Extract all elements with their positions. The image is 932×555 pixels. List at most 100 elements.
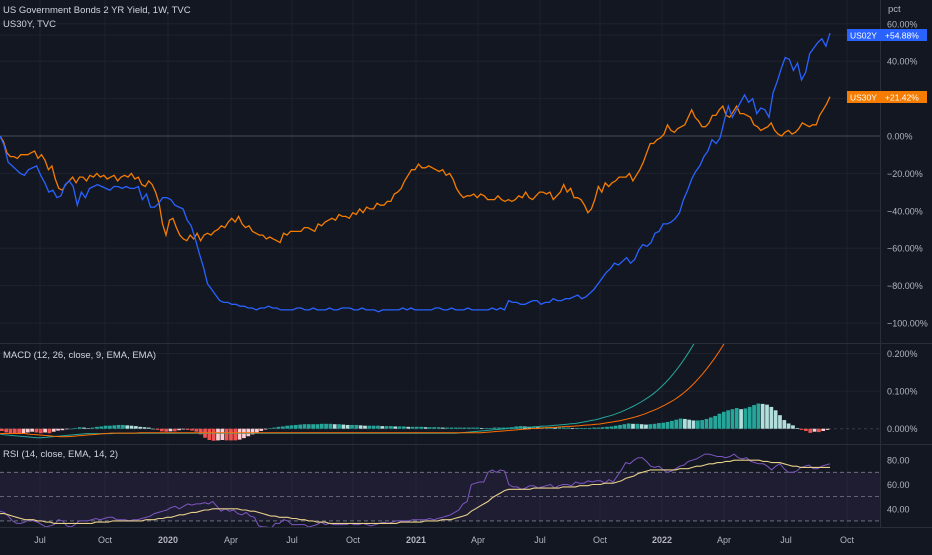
macd-histogram-bar: [492, 427, 497, 429]
macd-histogram-bar: [635, 423, 640, 429]
macd-histogram-bar: [332, 424, 337, 429]
main-pane-grid: [0, 0, 880, 527]
macd-histogram-bar: [159, 428, 164, 432]
macd-histogram-bar: [255, 428, 259, 433]
macd-histogram-bar: [471, 427, 475, 429]
macd-histogram-bar: [4, 428, 9, 433]
macd-histogram-bar: [587, 427, 592, 429]
macd-histogram-bar: [146, 427, 151, 429]
time-tick-label: Apr: [717, 535, 731, 545]
macd-histogram-bar: [51, 428, 56, 432]
us02y-line: [0, 32, 831, 313]
macd-tick-label: 0.100%: [887, 387, 918, 397]
macd-histogram-bar: [791, 425, 795, 429]
macd-histogram-bar: [574, 427, 579, 429]
macd-histogram-bar: [125, 425, 130, 429]
badge-symbol-bg: [847, 29, 881, 41]
macd-histogram-bar: [531, 426, 536, 429]
compare-title: US30Y, TVC: [3, 19, 56, 30]
macd-histogram-bar: [670, 420, 674, 429]
macd-histogram-bar: [570, 427, 575, 429]
macd-histogram-bar: [315, 424, 320, 429]
macd-histogram-bar: [652, 423, 657, 429]
macd-histogram-bar: [129, 425, 134, 429]
macd-histogram-bar: [432, 427, 437, 429]
macd-histogram-bar: [423, 427, 428, 429]
macd-histogram-bar: [220, 428, 225, 440]
badge-symbol: US30Y: [850, 93, 877, 103]
macd-histogram-bar: [25, 428, 30, 433]
macd-histogram-bar: [795, 427, 800, 429]
macd-histogram-bar: [488, 427, 493, 429]
macd-histogram-bar: [77, 427, 82, 429]
price-tick-label: −60.00%: [887, 244, 923, 254]
badge-symbol: US02Y: [850, 31, 877, 41]
macd-histogram-bar: [427, 427, 432, 429]
macd-histogram-bar: [747, 406, 752, 429]
us30y-line: [0, 96, 831, 244]
macd-histogram-bar: [389, 426, 393, 429]
time-tick-label: Oct: [840, 535, 855, 545]
macd-histogram-bar: [639, 424, 644, 429]
macd-histogram-bar: [466, 427, 471, 429]
macd-histogram-bar: [82, 427, 86, 429]
macd-histogram-bar: [363, 425, 367, 429]
macd-histogram-bar: [116, 424, 121, 429]
macd-histogram-bar: [782, 420, 787, 429]
time-tick-label: Jul: [780, 535, 792, 545]
time-tick-label: Jul: [34, 535, 46, 545]
macd-histogram-bar: [99, 426, 104, 429]
macd-histogram-bar: [695, 420, 700, 429]
macd-histogram-bar: [64, 428, 69, 430]
macd-histogram-bar: [306, 424, 311, 429]
macd-histogram-bar: [90, 427, 95, 429]
macd-histogram-bar: [704, 418, 709, 429]
macd-title: MACD (12, 26, close, 9, EMA, EMA): [3, 350, 157, 361]
macd-histogram-bar: [384, 426, 389, 429]
macd-histogram-bar: [324, 423, 328, 429]
macd-histogram-bar: [311, 424, 315, 429]
time-tick-label: Jul: [286, 535, 298, 545]
time-tick-label: 2021: [406, 535, 426, 545]
macd-histogram-bar: [17, 428, 22, 434]
price-tick-label: 60.00%: [887, 19, 918, 29]
axis-labels: 60.00%40.00%20.00%0.00%−20.00%−40.00%−60…: [0, 19, 932, 545]
macd-histogram-bar: [250, 428, 255, 435]
macd-histogram-bar: [34, 428, 39, 433]
macd-histogram-bar: [665, 421, 670, 429]
macd-histogram-bar: [224, 428, 229, 441]
macd-histogram-bar: [237, 428, 242, 440]
macd-histogram-bar: [419, 426, 424, 429]
price-tick-label: −80.00%: [887, 281, 923, 291]
macd-histogram-bar: [155, 428, 160, 430]
macd-histogram-bar: [358, 425, 363, 429]
macd-histogram-bar: [821, 428, 826, 431]
macd-histogram-bar: [700, 420, 705, 429]
macd-histogram-bar: [293, 424, 298, 429]
rsi-pane: 80.00 60.00 40.00: [0, 453, 910, 527]
macd-histogram-bar: [609, 426, 614, 429]
badge-value-bg: [881, 91, 927, 103]
macd-histogram-bar: [778, 415, 782, 429]
macd-histogram-bar: [596, 427, 601, 429]
macd-histogram-bar: [613, 425, 618, 429]
rsi-tick-label: 80.00: [887, 456, 910, 466]
macd-histogram-bar: [756, 403, 761, 429]
macd-histogram-bar: [713, 415, 717, 429]
macd-histogram-bar: [345, 424, 350, 429]
macd-histogram-bar: [825, 428, 830, 430]
macd-histogram-bar: [648, 424, 653, 429]
macd-histogram-bar: [268, 428, 272, 429]
macd-histogram-bar: [397, 426, 402, 429]
macd-histogram-bar: [691, 420, 696, 429]
time-tick-label: Oct: [593, 535, 608, 545]
price-tick-label: −20.00%: [887, 169, 923, 179]
macd-histogram-bar: [726, 410, 730, 429]
macd-histogram-bar: [760, 403, 765, 429]
macd-histogram-bar: [181, 428, 186, 430]
macd-histogram-bar: [198, 428, 203, 435]
macd-histogram-bar: [108, 425, 112, 429]
rsi-tick-label: 60.00: [887, 480, 910, 490]
macd-pane: 0.200% 0.100% 0.000%: [0, 344, 918, 441]
macd-histogram-bar: [393, 426, 398, 429]
